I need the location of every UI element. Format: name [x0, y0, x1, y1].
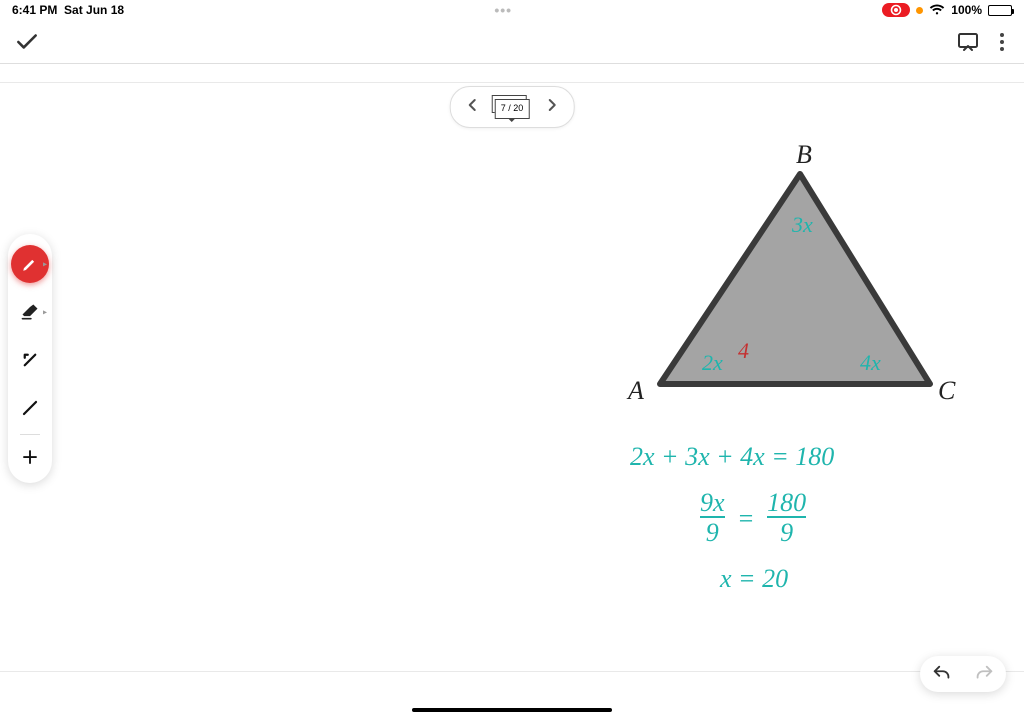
angle-B-label: 3x	[792, 212, 813, 238]
prev-slide-button[interactable]	[459, 98, 487, 117]
present-cast-button[interactable]	[956, 30, 980, 54]
redo-button[interactable]	[972, 662, 996, 686]
equation-line3: x = 20	[720, 564, 788, 594]
angle-A-label: 2x	[702, 350, 723, 376]
equation-line1: 2x + 3x + 4x = 180	[630, 442, 834, 472]
vertex-A-label: A	[628, 376, 644, 406]
pen-tool-button[interactable]: ▸	[11, 240, 49, 288]
slide-drawing	[0, 64, 1024, 716]
slide-counter[interactable]: 7 / 20	[495, 98, 530, 116]
more-options-button[interactable]	[994, 33, 1010, 51]
angle-A-correction: 4	[738, 338, 749, 364]
slide-counter-label: 7 / 20	[495, 99, 530, 119]
status-time-date: 6:41 PM Sat Jun 18	[12, 3, 124, 17]
done-check-button[interactable]	[14, 29, 40, 55]
tool-rail: ▸ ▸	[8, 234, 52, 483]
next-slide-button[interactable]	[537, 98, 565, 117]
slide-canvas[interactable]: 7 / 20 ▸ ▸ A B C 2	[0, 64, 1024, 716]
vertex-B-label: B	[796, 140, 812, 170]
chevron-right-icon: ▸	[43, 260, 47, 269]
eraser-tool-button[interactable]: ▸	[11, 288, 49, 336]
vertex-C-label: C	[938, 376, 955, 406]
triangle-shape	[660, 174, 930, 384]
home-indicator[interactable]	[412, 708, 612, 712]
laser-tool-button[interactable]	[11, 384, 49, 432]
battery-percent: 100%	[951, 3, 982, 17]
status-right: 100%	[882, 3, 1012, 17]
pointer-tool-button[interactable]	[11, 336, 49, 384]
undo-redo-bar	[920, 656, 1006, 692]
canvas-bottom-divider	[0, 671, 1024, 672]
wifi-icon	[929, 4, 945, 16]
ipad-status-bar: 6:41 PM Sat Jun 18 ••• 100%	[0, 0, 1024, 20]
undo-button[interactable]	[930, 662, 954, 686]
multitask-dots-icon[interactable]: •••	[124, 2, 882, 18]
eq2-equals: =	[731, 504, 761, 533]
add-tool-button[interactable]	[11, 437, 49, 477]
tool-separator	[20, 434, 40, 435]
eq2-left-den: 9	[700, 518, 725, 548]
screen-record-pill[interactable]	[882, 3, 910, 17]
chevron-right-icon: ▸	[43, 308, 47, 317]
eq2-right-den: 9	[767, 518, 806, 548]
status-time: 6:41 PM	[12, 3, 57, 17]
battery-icon	[988, 5, 1012, 16]
eq2-left-num: 9x	[700, 488, 725, 517]
app-top-bar	[0, 20, 1024, 64]
slide-pager: 7 / 20	[450, 86, 575, 128]
mic-indicator-dot	[916, 7, 923, 14]
equation-line2: 9x 9 = 180 9	[700, 488, 806, 548]
angle-C-label: 4x	[860, 350, 881, 376]
eq2-right-num: 180	[767, 488, 806, 517]
canvas-divider	[0, 82, 1024, 83]
status-date: Sat Jun 18	[64, 3, 124, 17]
